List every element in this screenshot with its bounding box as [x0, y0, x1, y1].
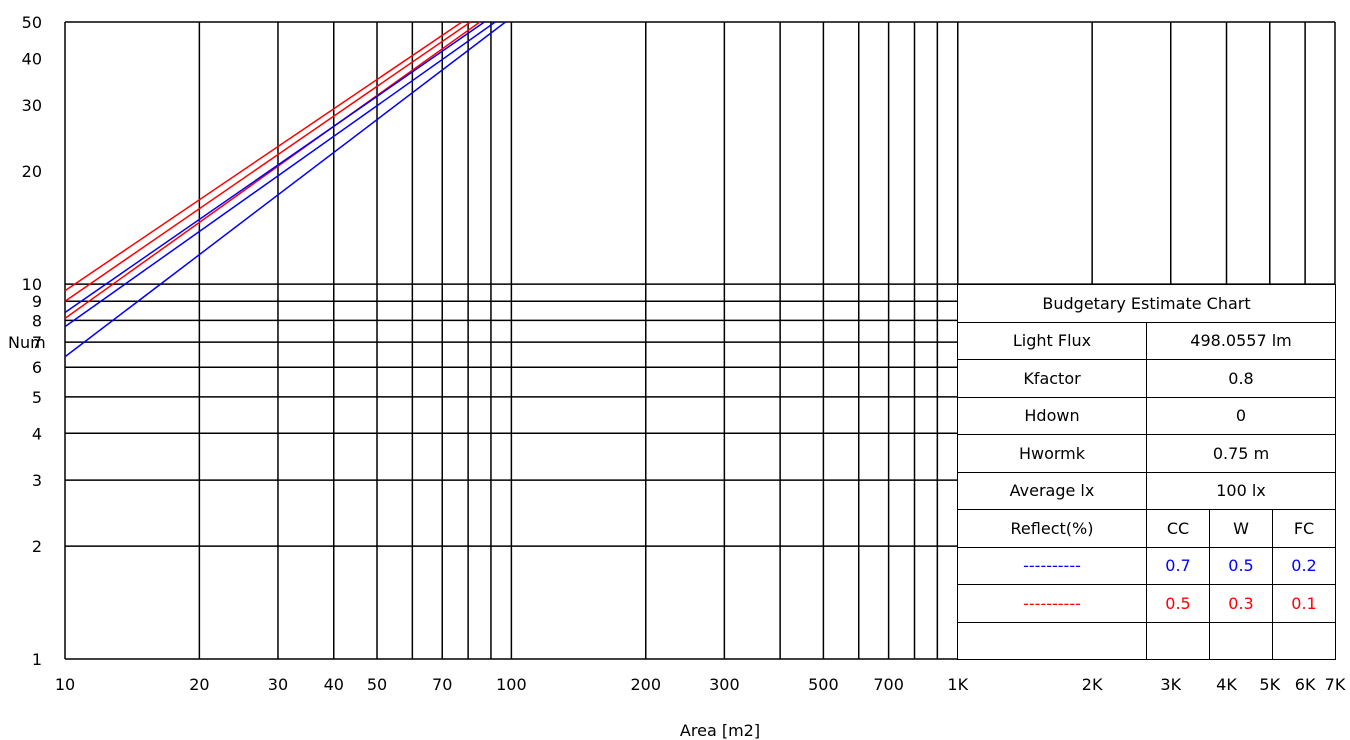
legend-fc-red: 0.1 — [1271, 584, 1337, 623]
info-table-title-row: Budgetary Estimate Chart — [956, 284, 1337, 323]
info-table-title: Budgetary Estimate Chart — [956, 284, 1337, 323]
info-label: Average lx — [957, 471, 1147, 510]
x-tick-label: 700 — [873, 675, 904, 694]
y-tick-label: 40 — [22, 49, 42, 68]
y-tick-label: 50 — [22, 13, 42, 32]
info-row-kfactor: Kfactor 0.8 — [957, 359, 1337, 398]
legend-w-red: 0.3 — [1209, 584, 1273, 623]
y-tick-label: 8 — [32, 311, 42, 330]
grid-layer — [64, 21, 1336, 660]
info-row-hwormk: Hwormk 0.75 m — [957, 434, 1337, 473]
x-tick-label: 500 — [808, 675, 839, 694]
x-tick-label: 4K — [1216, 675, 1237, 694]
legend-cc-red: 0.5 — [1146, 584, 1210, 623]
x-tick-label: 70 — [432, 675, 452, 694]
info-row-hdown: Hdown 0 — [957, 396, 1337, 435]
series-line-1 — [64, 21, 463, 292]
info-value: 498.0557 lm — [1145, 321, 1337, 360]
y-tick-label: 9 — [32, 292, 42, 311]
y-tick-label: 3 — [32, 471, 42, 490]
x-tick-label: 20 — [189, 675, 209, 694]
x-tick-label: 7K — [1325, 675, 1346, 694]
legend-fc-blue: 0.2 — [1271, 546, 1337, 585]
info-value: 0.75 m — [1145, 434, 1337, 473]
x-tick-label: 5K — [1259, 675, 1280, 694]
info-label: Hwormk — [957, 434, 1147, 473]
empty-cell — [957, 621, 1147, 660]
info-value: 0 — [1145, 396, 1337, 435]
legend-w-blue: 0.5 — [1209, 546, 1273, 585]
info-row-light-flux: Light Flux 498.0557 lm — [957, 321, 1337, 360]
series-line-2 — [64, 21, 471, 302]
empty-row — [957, 621, 1337, 660]
x-tick-label: 300 — [709, 675, 740, 694]
info-label: Light Flux — [957, 321, 1147, 360]
info-table: Budgetary Estimate Chart Light Flux 498.… — [956, 284, 1337, 660]
reflect-w-header: W — [1209, 509, 1273, 548]
series-line-3 — [64, 21, 481, 319]
reflect-header-row: Reflect(%) CC W FC — [957, 509, 1337, 548]
x-tick-label: 1K — [947, 675, 968, 694]
x-tick-label: 3K — [1160, 675, 1181, 694]
y-axis-label: Num — [8, 333, 46, 352]
legend-row-blue: ---------- 0.7 0.5 0.2 — [957, 546, 1337, 585]
legend-row-red: ---------- 0.5 0.3 0.1 — [957, 584, 1337, 623]
y-tick-label: 30 — [22, 96, 42, 115]
y-tick-label: 5 — [32, 388, 42, 407]
info-row-average-lx: Average lx 100 lx — [957, 471, 1337, 510]
reflect-fc-header: FC — [1271, 509, 1337, 548]
info-label: Hdown — [957, 396, 1147, 435]
x-tick-label: 6K — [1295, 675, 1316, 694]
tick-layer: 10 20 30 40 50 70 100 200 300 500 700 1K 2K 3K 4K 5K 6K 7… — [22, 13, 1346, 694]
x-tick-label: 2K — [1082, 675, 1103, 694]
x-tick-label: 50 — [367, 675, 387, 694]
info-value: 0.8 — [1145, 359, 1337, 398]
empty-cell — [1271, 621, 1337, 660]
x-tick-label: 30 — [268, 675, 288, 694]
x-tick-label: 100 — [496, 675, 527, 694]
series-layer — [64, 21, 506, 358]
reflect-cc-header: CC — [1146, 509, 1210, 548]
x-tick-label: 200 — [630, 675, 661, 694]
x-tick-label: 10 — [55, 675, 75, 694]
y-tick-label: 4 — [32, 424, 42, 443]
series-line-5 — [64, 21, 496, 328]
x-axis-label: Area [m2] — [680, 721, 760, 740]
x-tick-label: 40 — [324, 675, 344, 694]
series-line-4 — [64, 21, 485, 314]
legend-cc-blue: 0.7 — [1146, 546, 1210, 585]
y-tick-label: 20 — [22, 162, 42, 181]
info-value: 100 lx — [1145, 471, 1337, 510]
reflect-label: Reflect(%) — [957, 509, 1147, 548]
series-line-6 — [64, 21, 506, 358]
y-tick-label: 10 — [22, 275, 42, 294]
y-tick-label: 6 — [32, 358, 42, 377]
y-tick-label: 1 — [32, 650, 42, 669]
y-tick-label: 7 — [32, 333, 42, 352]
info-label: Kfactor — [957, 359, 1147, 398]
legend-line-blue: ---------- — [957, 546, 1147, 585]
empty-cell — [1209, 621, 1273, 660]
legend-line-red: ---------- — [957, 584, 1147, 623]
empty-cell — [1146, 621, 1210, 660]
y-tick-label: 2 — [32, 537, 42, 556]
